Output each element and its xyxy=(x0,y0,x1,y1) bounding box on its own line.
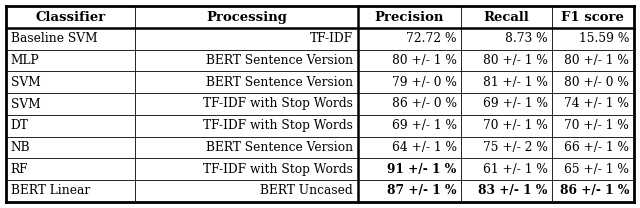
Text: BERT Linear: BERT Linear xyxy=(11,184,90,197)
Text: BERT Sentence Version: BERT Sentence Version xyxy=(206,141,353,154)
Text: 8.73 %: 8.73 % xyxy=(505,32,548,45)
Text: TF-IDF with Stop Words: TF-IDF with Stop Words xyxy=(204,98,353,110)
Text: 70 +/- 1 %: 70 +/- 1 % xyxy=(564,119,629,132)
Text: 81 +/- 1 %: 81 +/- 1 % xyxy=(483,76,548,89)
Text: 80 +/- 1 %: 80 +/- 1 % xyxy=(392,54,456,67)
Text: NB: NB xyxy=(11,141,31,154)
Text: 91 +/- 1 %: 91 +/- 1 % xyxy=(387,163,456,176)
Text: 72.72 %: 72.72 % xyxy=(406,32,456,45)
Text: SVM: SVM xyxy=(11,76,40,89)
Text: BERT Sentence Version: BERT Sentence Version xyxy=(206,54,353,67)
Text: Recall: Recall xyxy=(484,11,529,24)
Text: 64 +/- 1 %: 64 +/- 1 % xyxy=(392,141,456,154)
Text: Processing: Processing xyxy=(206,11,287,24)
Text: BERT Sentence Version: BERT Sentence Version xyxy=(206,76,353,89)
Text: DT: DT xyxy=(11,119,29,132)
Text: 74 +/- 1 %: 74 +/- 1 % xyxy=(564,98,629,110)
Text: TF-IDF with Stop Words: TF-IDF with Stop Words xyxy=(204,163,353,176)
Text: F1 score: F1 score xyxy=(561,11,624,24)
Text: 15.59 %: 15.59 % xyxy=(579,32,629,45)
Text: 66 +/- 1 %: 66 +/- 1 % xyxy=(564,141,629,154)
Text: 83 +/- 1 %: 83 +/- 1 % xyxy=(478,184,548,197)
Text: TF-IDF: TF-IDF xyxy=(310,32,353,45)
Text: TF-IDF with Stop Words: TF-IDF with Stop Words xyxy=(204,119,353,132)
Text: 70 +/- 1 %: 70 +/- 1 % xyxy=(483,119,548,132)
Text: Baseline SVM: Baseline SVM xyxy=(11,32,97,45)
Text: RF: RF xyxy=(11,163,28,176)
Text: Classifier: Classifier xyxy=(36,11,106,24)
Text: 80 +/- 1 %: 80 +/- 1 % xyxy=(483,54,548,67)
Text: 61 +/- 1 %: 61 +/- 1 % xyxy=(483,163,548,176)
Text: 79 +/- 0 %: 79 +/- 0 % xyxy=(392,76,456,89)
Text: SVM: SVM xyxy=(11,98,40,110)
Text: 80 +/- 1 %: 80 +/- 1 % xyxy=(564,54,629,67)
Text: 86 +/- 0 %: 86 +/- 0 % xyxy=(392,98,456,110)
Text: MLP: MLP xyxy=(11,54,40,67)
Text: 86 +/- 1 %: 86 +/- 1 % xyxy=(560,184,629,197)
Text: BERT Uncased: BERT Uncased xyxy=(260,184,353,197)
Text: 80 +/- 0 %: 80 +/- 0 % xyxy=(564,76,629,89)
Text: 75 +/- 2 %: 75 +/- 2 % xyxy=(483,141,548,154)
Text: 65 +/- 1 %: 65 +/- 1 % xyxy=(564,163,629,176)
Text: 69 +/- 1 %: 69 +/- 1 % xyxy=(392,119,456,132)
Text: 69 +/- 1 %: 69 +/- 1 % xyxy=(483,98,548,110)
Text: 87 +/- 1 %: 87 +/- 1 % xyxy=(387,184,456,197)
Text: Precision: Precision xyxy=(374,11,444,24)
